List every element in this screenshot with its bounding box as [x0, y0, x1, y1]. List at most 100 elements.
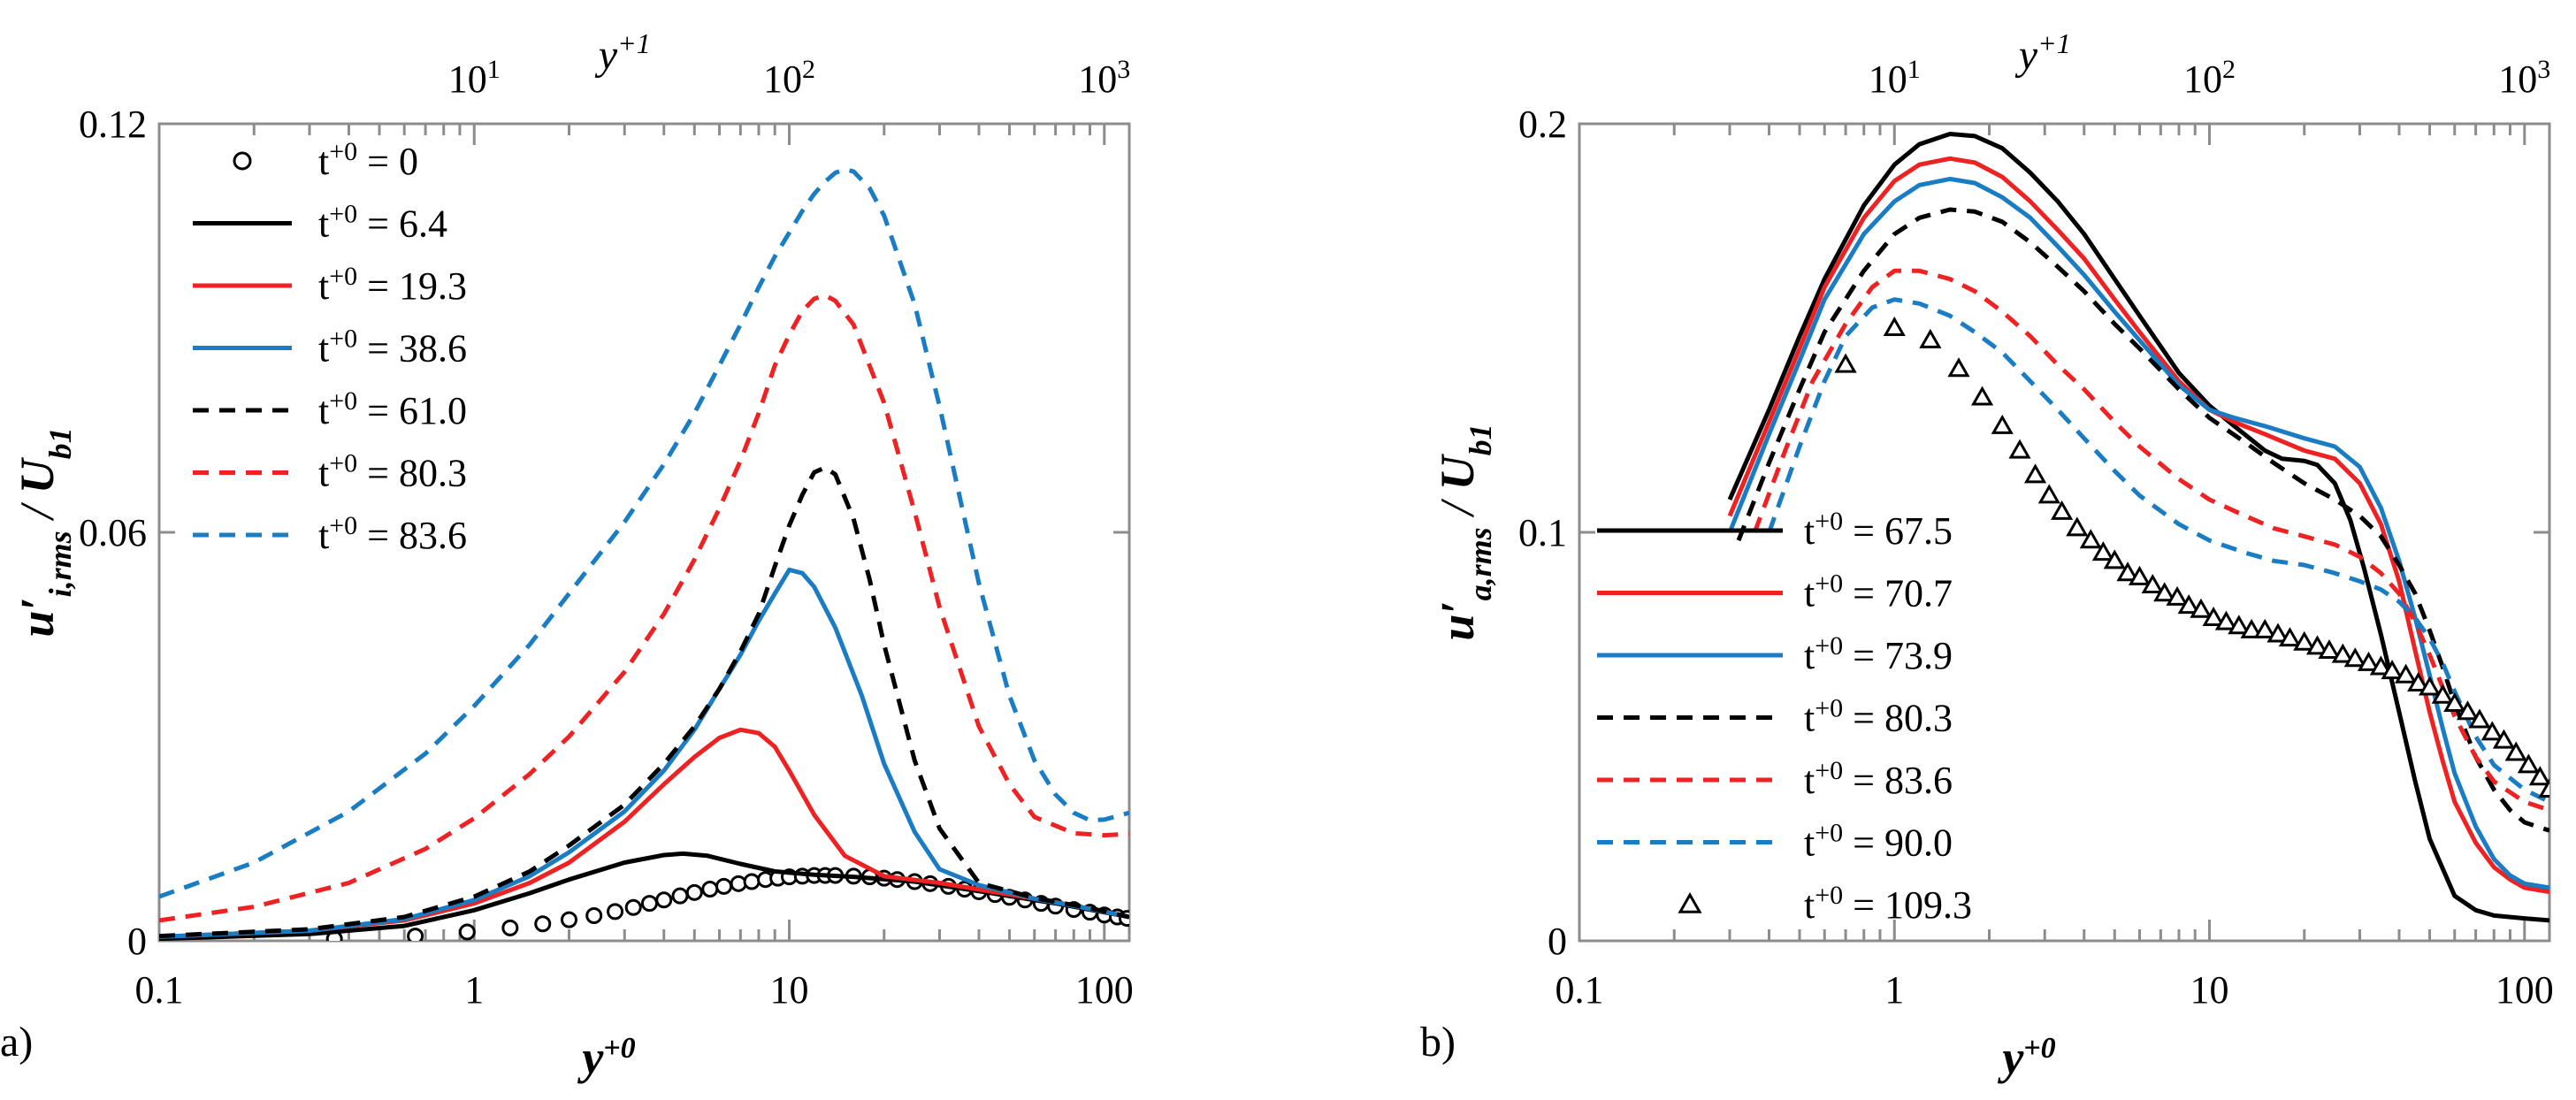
- data-point: [2153, 582, 2176, 602]
- data-point: [2343, 647, 2366, 668]
- data-point: [2407, 671, 2430, 691]
- legend-entry: t+0 = 83.6: [1804, 756, 1953, 803]
- data-point: [2468, 708, 2491, 729]
- legend-entry: t+0 = 73.9: [1804, 631, 1953, 678]
- y-tick-label: 0.1: [1518, 511, 1567, 554]
- data-point: [2051, 500, 2074, 520]
- data-point: [1919, 328, 1942, 348]
- x-tick-label: 10: [770, 968, 809, 1012]
- series-layer: [159, 167, 1129, 941]
- top-axis-label: y+1: [2014, 27, 2071, 79]
- data-point: [2023, 463, 2047, 484]
- top-tick-label: 101: [1869, 55, 1921, 102]
- data-point: [2278, 627, 2302, 647]
- legend-entry: t+0 = 70.7: [1804, 569, 1953, 615]
- data-point: [501, 919, 519, 936]
- series-line-4: [1752, 268, 2549, 813]
- data-point: [561, 911, 578, 928]
- y-axis-label: u′i,rms / Ub1: [11, 427, 78, 637]
- data-point: [640, 895, 658, 913]
- series-line-3: [1736, 207, 2549, 833]
- y-axis-label: u′a,rms / Ub1: [1431, 424, 1498, 640]
- data-point: [2318, 638, 2341, 659]
- data-point: [2456, 700, 2480, 721]
- data-point: [2331, 643, 2354, 663]
- data-point: [2293, 630, 2316, 651]
- data-point: [730, 875, 747, 892]
- top-axis-label: y+1: [594, 27, 651, 79]
- data-point: [2228, 615, 2251, 635]
- x-tick-label: 0.1: [135, 968, 184, 1012]
- data-point: [1947, 357, 1970, 378]
- top-tick-label: 102: [2183, 55, 2236, 102]
- series-line-5: [1767, 297, 2549, 805]
- data-point: [2008, 439, 2031, 459]
- data-point: [2418, 676, 2442, 696]
- series-line-6: [159, 167, 1129, 899]
- x-axis-label: y+0: [577, 1031, 635, 1084]
- data-point: [2177, 594, 2200, 615]
- top-tick-label: 101: [448, 55, 501, 102]
- y-tick-label: 0.06: [79, 511, 147, 554]
- y-tick-label: 0: [1548, 920, 1567, 963]
- top-tick-label: 103: [1078, 55, 1130, 102]
- y-tick-label: 0.12: [79, 103, 147, 146]
- data-point: [743, 873, 761, 890]
- data-point: [2066, 516, 2089, 537]
- legend-entry: t+0 = 109.3: [1804, 881, 1972, 928]
- legend-entry: t+0 = 83.6: [318, 511, 467, 558]
- legend-entry: t+0 = 61.0: [318, 386, 467, 433]
- data-point: [2492, 729, 2516, 749]
- legend-entry: t+0 = 67.5: [1804, 507, 1953, 554]
- data-point: [2504, 741, 2527, 761]
- data-point: [2079, 529, 2102, 549]
- data-point: [685, 883, 703, 901]
- data-point: [585, 907, 603, 925]
- top-tick-label: 102: [763, 55, 815, 102]
- data-point: [624, 898, 642, 916]
- data-point: [2394, 663, 2418, 684]
- data-point: [458, 923, 476, 941]
- legend-entry: t+0 = 6.4: [318, 199, 447, 246]
- x-tick-label: 100: [2496, 968, 2554, 1012]
- data-point: [2305, 635, 2329, 655]
- legend-swatch: [1678, 891, 1702, 913]
- data-point: [2214, 610, 2238, 630]
- data-point: [2369, 655, 2392, 676]
- data-point: [701, 880, 719, 898]
- legend: t+0 = 67.5 t+0 = 70.7 t+0 = 73.9 t+0 = 80.3…: [1597, 507, 1972, 928]
- data-point: [2266, 623, 2289, 643]
- data-point: [2091, 541, 2114, 561]
- data-point: [2538, 778, 2549, 798]
- legend-swatch: [233, 151, 252, 171]
- data-point: [2240, 618, 2263, 638]
- legend-entry: t+0 = 19.3: [318, 262, 467, 309]
- data-point: [534, 915, 552, 933]
- data-point: [2480, 721, 2503, 741]
- data-point: [2443, 692, 2466, 713]
- series-line-2: [159, 727, 1129, 939]
- legend-entry: t+0 = 0: [318, 137, 418, 184]
- x-tick-label: 0.1: [1556, 968, 1604, 1012]
- plot-frame: [157, 122, 1131, 943]
- data-point: [671, 887, 689, 905]
- series-line-2: [1727, 176, 2549, 890]
- chart-panel-a: 0 0.06 0.12 0.1 1 10 100 101 102 103 y+1 y+0 u′i,rms…: [0, 27, 1134, 1084]
- panel-label: a): [0, 1019, 33, 1066]
- y-tick-label: 0.2: [1518, 103, 1567, 146]
- legend-entry: t+0 = 80.3: [318, 448, 467, 495]
- legend-entry: t+0 = 80.3: [1804, 693, 1953, 740]
- series-line-3: [159, 567, 1129, 939]
- top-tick-label: 103: [2498, 55, 2550, 102]
- legend: t+0 = 0 t+0 = 6.4 t+0 = 19.3 t+0 = 38.6 t+0 …: [193, 137, 467, 558]
- series-line-4: [159, 465, 1129, 939]
- data-point: [2517, 753, 2540, 774]
- data-point: [2190, 598, 2213, 618]
- data-point: [1970, 386, 1994, 406]
- series-line-5: [159, 293, 1129, 923]
- legend-entry: t+0 = 90.0: [1804, 818, 1953, 865]
- data-point: [607, 903, 624, 920]
- data-point: [715, 877, 733, 895]
- chart-panel-b: 0 0.1 0.2 0.1 1 10 100 101 102 103 y+1 y+0 u′a,rms /…: [1420, 27, 2554, 1084]
